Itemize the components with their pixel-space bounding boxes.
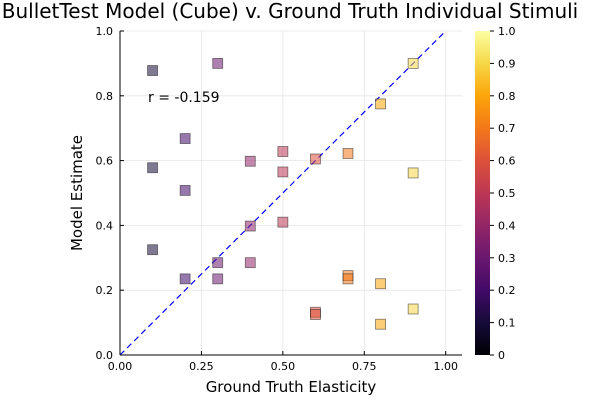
data-point xyxy=(310,153,321,165)
tick-labels: 0.00 0.25 0.50 0.75 1.00 0.0 0.2 0.4 0.6 0.8 1.0 xyxy=(96,25,458,373)
colorbar-tick-label: 0.8 xyxy=(498,90,516,103)
colorbar-tick-label: 0.5 xyxy=(498,187,516,200)
colorbar-ticks: 0 0.1 0.2 0.3 0.4 0.5 0.6 0.7 0.8 0.9 1.0 xyxy=(490,25,516,362)
colorbar-tick-label: 0.6 xyxy=(498,155,516,168)
data-point xyxy=(179,133,191,144)
x-tick-label: 0.00 xyxy=(108,360,133,373)
data-point xyxy=(212,58,224,69)
colorbar-tick-label: 0.1 xyxy=(498,317,516,330)
data-point xyxy=(342,273,354,285)
x-tick-label: 1.00 xyxy=(433,360,458,373)
colorbar-tick-label: 0.3 xyxy=(498,252,516,265)
correlation-annotation: r = -0.159 xyxy=(148,90,220,106)
y-tick-label: 0.0 xyxy=(96,349,114,362)
colorbar-tick-label: 0.2 xyxy=(498,284,516,297)
data-point xyxy=(277,216,289,228)
x-tick-label: 0.25 xyxy=(189,360,214,373)
data-point xyxy=(212,257,224,269)
data-point xyxy=(147,244,158,256)
y-tick-label: 0.8 xyxy=(96,90,114,103)
data-point xyxy=(179,273,191,285)
colorbar-gradient xyxy=(475,31,490,355)
data-point xyxy=(244,155,256,167)
colorbar-tick-label: 1.0 xyxy=(498,25,516,38)
colorbar-tick-label: 0 xyxy=(498,349,505,362)
reference-line-layer xyxy=(120,31,447,355)
data-point xyxy=(277,146,289,157)
y-tick-label: 1.0 xyxy=(96,25,114,38)
data-point xyxy=(375,318,386,330)
data-point xyxy=(375,98,386,110)
data-point xyxy=(179,185,191,196)
y-tick-label: 0.2 xyxy=(96,284,114,297)
data-point xyxy=(407,58,419,69)
identity-reference-line xyxy=(120,31,447,355)
plot-axes xyxy=(119,31,462,356)
colorbar-tick-label: 0.7 xyxy=(498,122,516,135)
y-tick-label: 0.6 xyxy=(96,155,114,168)
colorbar-tick-label: 0.4 xyxy=(498,219,516,232)
x-tick-label: 0.50 xyxy=(271,360,296,373)
colorbar-tick-label: 0.9 xyxy=(498,57,516,70)
data-point xyxy=(277,166,289,178)
data-points xyxy=(147,58,419,330)
chart-title: BulletTest Model (Cube) v. Ground Truth … xyxy=(2,0,579,23)
data-point xyxy=(407,303,419,315)
data-point xyxy=(147,162,158,174)
y-axis-label: Model Estimate xyxy=(68,135,86,251)
data-point xyxy=(342,148,354,159)
y-tick-label: 0.4 xyxy=(96,219,114,232)
data-point xyxy=(212,273,224,285)
data-point xyxy=(244,257,256,269)
x-axis-label: Ground Truth Elasticity xyxy=(206,378,377,396)
data-point xyxy=(407,167,419,179)
data-point xyxy=(147,65,158,76)
x-tick-label: 0.75 xyxy=(352,360,377,373)
data-point xyxy=(310,309,321,320)
data-point xyxy=(244,220,256,232)
data-point xyxy=(375,278,386,290)
colorbar: 0 0.1 0.2 0.3 0.4 0.5 0.6 0.7 0.8 0.9 1.0 xyxy=(475,25,516,362)
